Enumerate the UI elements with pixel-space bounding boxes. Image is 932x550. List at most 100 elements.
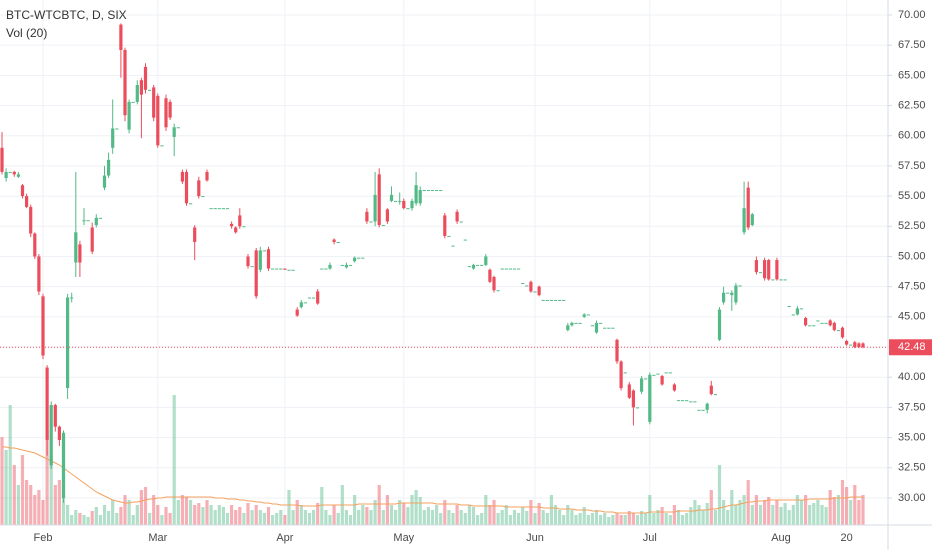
- volume-bar: [435, 505, 439, 525]
- volume-bar: [357, 510, 361, 525]
- candle-body: [422, 190, 426, 192]
- volume-bar: [668, 515, 672, 525]
- volume-bar: [861, 495, 865, 525]
- x-tick-label: May: [393, 532, 414, 544]
- candle-body: [131, 101, 135, 103]
- candle-body: [631, 390, 635, 408]
- candle-body: [742, 208, 746, 233]
- candle-body: [25, 196, 29, 207]
- candle-body: [685, 400, 689, 402]
- y-tick-label: 60.00: [898, 130, 926, 142]
- volume-bar: [320, 487, 324, 525]
- volume-bar: [402, 503, 406, 525]
- candle-body: [828, 320, 832, 326]
- candle-body: [8, 171, 12, 173]
- volume-bar: [545, 513, 549, 525]
- candle-body: [271, 268, 275, 270]
- candle-body: [648, 374, 652, 422]
- candle-body: [262, 250, 266, 252]
- volume-bar: [324, 510, 328, 525]
- volume-bar: [299, 505, 303, 525]
- volume-bar: [70, 515, 74, 525]
- volume-bar: [74, 510, 78, 525]
- candle-body: [779, 279, 783, 281]
- volume-bar: [377, 485, 381, 525]
- candle-body: [160, 145, 164, 147]
- candle-body: [61, 432, 66, 498]
- candle-body: [377, 174, 381, 226]
- volume-bar: [189, 500, 193, 525]
- candle-body: [689, 401, 693, 403]
- candle-body: [164, 98, 168, 128]
- volume-bar: [697, 505, 701, 525]
- candle-body: [840, 327, 845, 338]
- candle-body: [545, 299, 549, 301]
- volume-bar: [143, 487, 148, 525]
- candle-body: [463, 239, 467, 241]
- candle-body: [389, 194, 394, 201]
- candle-body: [443, 215, 447, 236]
- y-tick-label: 65.00: [898, 69, 926, 81]
- chart-subtitle: Vol (20): [6, 26, 47, 40]
- y-tick-label: 40.00: [898, 371, 926, 383]
- candle-body: [812, 325, 816, 327]
- x-tick-label: Feb: [34, 532, 53, 544]
- candle-body: [201, 196, 205, 198]
- volume-bar: [160, 515, 164, 525]
- volume-bar: [820, 505, 824, 525]
- candle-body: [459, 221, 463, 223]
- volume-bar: [16, 485, 20, 525]
- volume-bar: [832, 497, 836, 525]
- candle-body: [254, 250, 258, 297]
- candle-body: [652, 374, 656, 376]
- candle-body: [521, 283, 525, 285]
- volume-bar: [845, 487, 849, 525]
- x-tick-label: Jul: [643, 532, 657, 544]
- candle-body: [857, 343, 861, 348]
- volume-bar: [439, 513, 443, 525]
- candle-body: [570, 322, 574, 326]
- candle-body: [799, 308, 804, 310]
- candle-body: [57, 426, 61, 440]
- candle-body: [361, 257, 365, 259]
- volume-bar: [652, 513, 656, 525]
- candle-body: [488, 269, 492, 282]
- y-tick-label: 30.00: [898, 492, 926, 504]
- volume-bar: [689, 507, 693, 525]
- volume-bar: [443, 500, 447, 525]
- candle-body: [771, 279, 775, 281]
- volume-bar: [246, 503, 250, 525]
- volume-bar: [209, 505, 213, 525]
- volume-bar: [504, 505, 508, 525]
- volume-bar: [816, 500, 820, 525]
- volume-bar: [86, 517, 90, 525]
- candle-body: [512, 268, 517, 270]
- candle-body: [225, 208, 230, 210]
- volume-bar: [394, 510, 398, 525]
- volume-bar: [467, 505, 471, 525]
- candle-body: [430, 190, 435, 192]
- x-tick-label: 20: [840, 532, 852, 544]
- price-layer: [0, 23, 888, 503]
- volume-bar: [525, 511, 529, 525]
- volume-bar: [90, 511, 94, 525]
- candle-body: [734, 285, 738, 303]
- candle-body: [582, 314, 586, 317]
- volume-bar: [176, 500, 180, 525]
- candle-body: [763, 260, 767, 279]
- candle-body: [20, 185, 25, 197]
- volume-ma-line: [2, 446, 863, 514]
- volume-bar: [164, 507, 168, 525]
- candle-body: [357, 257, 361, 259]
- volume-bar: [213, 510, 217, 525]
- volume-bar: [25, 480, 29, 525]
- candle-body: [836, 330, 840, 332]
- volume-bar: [541, 510, 545, 525]
- volume-bar: [570, 510, 574, 525]
- candle-body: [266, 249, 271, 269]
- volume-bar: [812, 503, 816, 525]
- candle-body: [713, 394, 717, 396]
- volume-bar: [619, 515, 623, 525]
- volume-bar: [672, 505, 676, 525]
- volume-bar: [53, 485, 57, 525]
